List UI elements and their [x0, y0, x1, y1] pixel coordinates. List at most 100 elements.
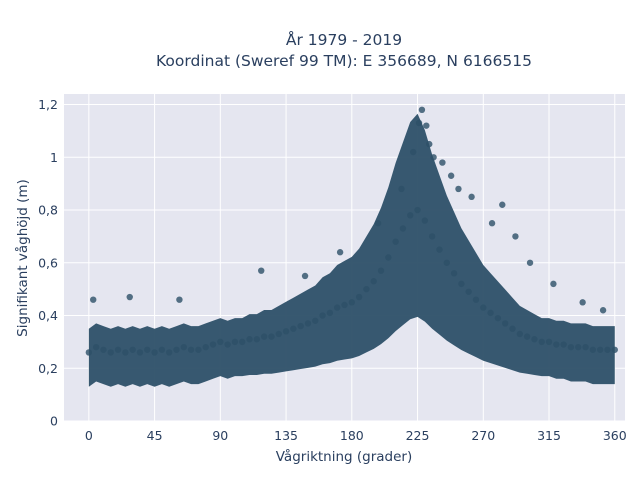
data-point-6 — [129, 346, 136, 353]
data-point-82 — [415, 119, 423, 127]
data-point-53 — [472, 296, 480, 303]
data-point-27 — [282, 328, 290, 335]
data-point-90 — [468, 193, 475, 201]
data-point-47 — [428, 233, 436, 240]
data-point-65 — [560, 341, 567, 348]
data-point-11 — [165, 349, 173, 356]
data-point-38 — [363, 285, 370, 293]
data-point-37 — [355, 293, 363, 301]
data-point-84 — [423, 122, 430, 129]
data-point-12 — [173, 346, 180, 353]
data-point-30 — [304, 320, 312, 327]
data-point-43 — [399, 225, 407, 232]
data-point-25 — [268, 333, 275, 340]
y-axis-title: Signifikant våghöjd (m) — [14, 179, 31, 337]
data-point-70 — [596, 346, 604, 353]
x-tick-label: 0 — [85, 428, 93, 443]
y-axis-ticks: 0 0,2 0,4 0,6 0,8 1 1,2 — [38, 97, 58, 428]
data-point-85 — [426, 140, 433, 148]
data-point-15 — [195, 346, 202, 353]
data-point-50 — [450, 270, 458, 277]
data-point-48 — [436, 246, 443, 253]
data-point-78 — [336, 249, 344, 256]
y-tick-label: 0 — [50, 414, 58, 429]
data-point-79 — [374, 220, 382, 227]
data-point-89 — [455, 185, 462, 193]
data-point-64 — [553, 341, 560, 348]
data-point-76 — [258, 267, 265, 274]
data-cloud — [88, 113, 615, 387]
data-point-10 — [158, 346, 166, 353]
data-point-45 — [414, 206, 421, 214]
data-point-83 — [418, 106, 426, 114]
x-tick-label: 270 — [471, 428, 495, 443]
data-point-74 — [126, 293, 133, 301]
data-point-18 — [217, 338, 224, 346]
data-point-56 — [494, 314, 502, 322]
data-point-51 — [458, 280, 465, 288]
data-point-66 — [567, 343, 575, 351]
chart-title-line-1: År 1979 - 2019 — [286, 30, 402, 49]
data-point-7 — [136, 349, 144, 356]
x-tick-label: 45 — [147, 428, 163, 443]
data-point-35 — [341, 301, 348, 309]
data-point-5 — [122, 349, 129, 356]
x-tick-label: 180 — [340, 428, 364, 443]
data-point-93 — [512, 233, 519, 240]
y-tick-label: 0,6 — [38, 255, 58, 270]
data-points — [85, 106, 618, 356]
data-point-60 — [523, 333, 531, 340]
x-tick-label: 135 — [274, 428, 298, 443]
data-point-77 — [301, 272, 309, 280]
data-point-16 — [202, 343, 209, 351]
data-point-17 — [209, 341, 217, 348]
data-point-42 — [392, 238, 399, 245]
data-point-2 — [100, 346, 107, 353]
data-point-28 — [290, 325, 297, 332]
data-point-68 — [582, 343, 589, 351]
data-point-4 — [114, 346, 122, 353]
data-point-31 — [312, 317, 319, 324]
data-point-80 — [398, 185, 405, 193]
data-point-72 — [611, 346, 618, 353]
x-axis-ticks: 0 45 90 135 180 225 270 315 360 — [85, 428, 627, 443]
y-tick-label: 0,8 — [38, 203, 58, 218]
data-point-96 — [579, 299, 586, 306]
data-point-26 — [275, 330, 282, 338]
x-tick-label: 315 — [537, 428, 561, 443]
y-tick-label: 0,2 — [38, 361, 58, 376]
data-point-21 — [239, 338, 246, 346]
data-point-87 — [439, 159, 446, 166]
data-point-22 — [246, 336, 253, 343]
data-point-59 — [516, 330, 524, 338]
data-point-36 — [348, 299, 356, 306]
data-point-88 — [447, 172, 455, 179]
data-point-91 — [488, 220, 496, 227]
data-point-8 — [144, 346, 151, 353]
data-point-62 — [538, 338, 545, 346]
data-point-67 — [575, 343, 582, 351]
data-point-97 — [599, 307, 607, 314]
data-point-63 — [545, 338, 553, 346]
x-tick-label: 360 — [603, 428, 627, 443]
data-point-23 — [253, 336, 261, 343]
x-axis-title: Vågriktning (grader) — [276, 448, 413, 465]
data-point-32 — [319, 312, 326, 319]
data-point-24 — [260, 333, 268, 340]
data-point-94 — [526, 259, 534, 266]
x-tick-label: 90 — [212, 428, 228, 443]
data-point-40 — [377, 267, 385, 274]
data-point-20 — [231, 338, 239, 346]
chart-title-line-2: Koordinat (Sweref 99 TM): E 356689, N 61… — [156, 52, 532, 70]
data-point-9 — [151, 349, 158, 356]
y-tick-label: 1,2 — [38, 97, 58, 112]
data-point-39 — [370, 278, 377, 285]
data-point-49 — [443, 259, 450, 266]
data-point-0 — [85, 349, 93, 356]
data-point-69 — [589, 346, 597, 353]
data-point-75 — [176, 296, 183, 303]
data-point-34 — [333, 304, 341, 311]
data-point-55 — [487, 309, 494, 317]
data-point-19 — [224, 341, 231, 348]
